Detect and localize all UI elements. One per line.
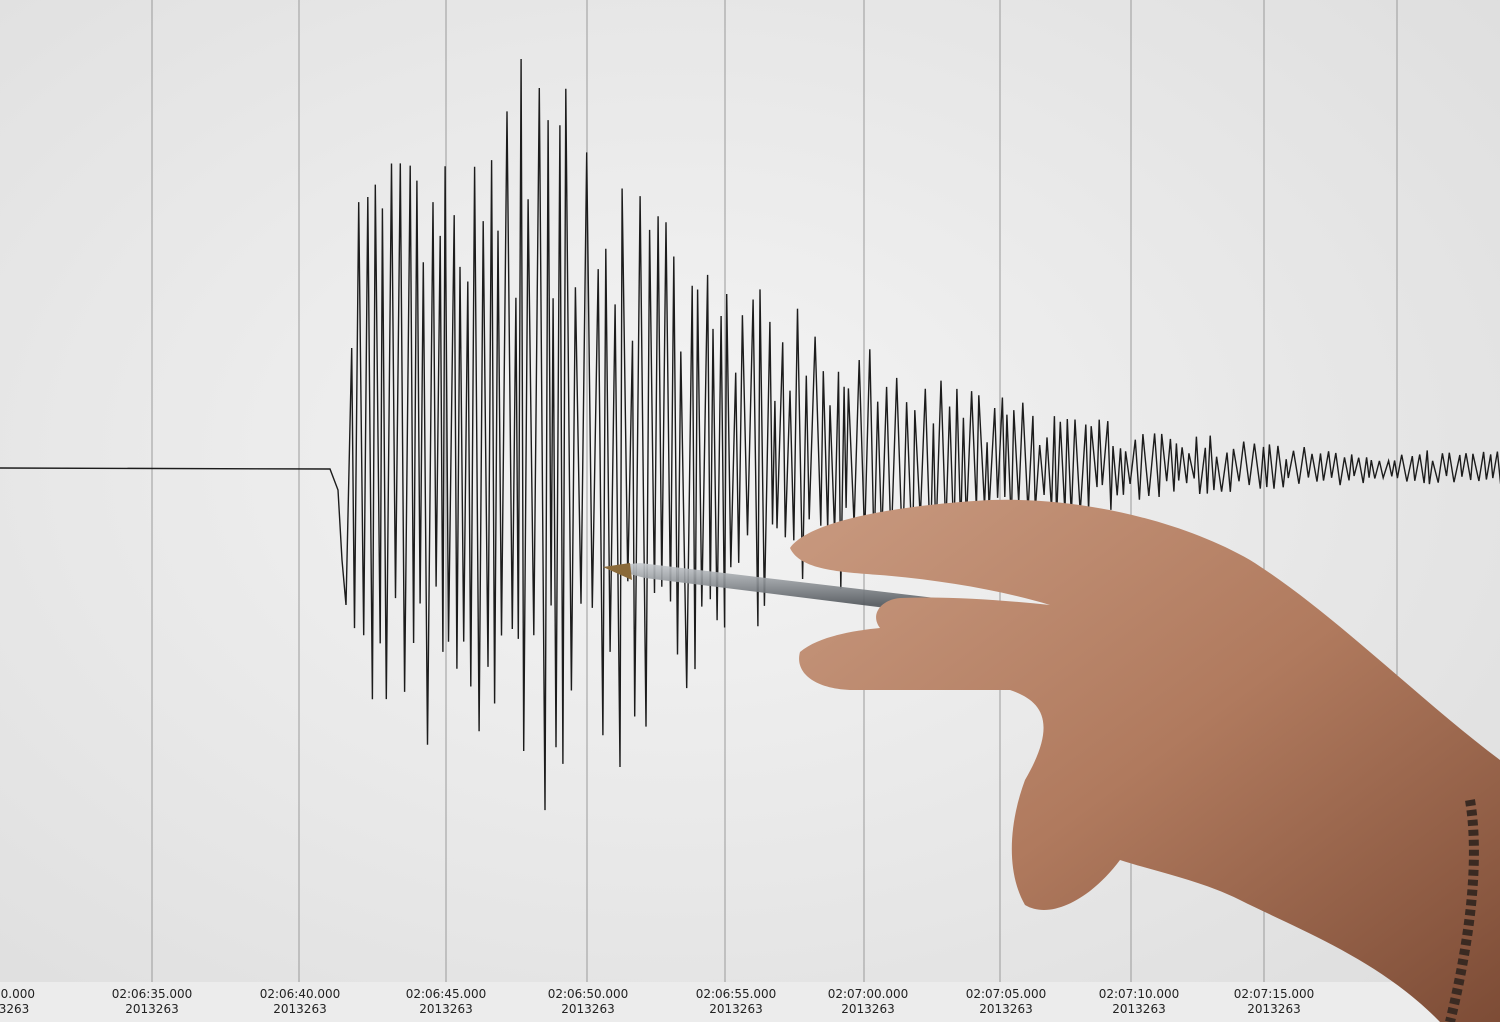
time-label: 02:06:35.000 [112, 987, 193, 1001]
day-label: 2013263 [419, 1002, 472, 1016]
time-label: 02:06:55.000 [696, 987, 777, 1001]
day-label: 2013263 [125, 1002, 178, 1016]
day-label: 3263 [0, 1002, 29, 1016]
day-label: 2013263 [841, 1002, 894, 1016]
time-label: 02:07:00.000 [828, 987, 909, 1001]
time-label: 02:07:05.000 [966, 987, 1047, 1001]
pen-tip [603, 563, 632, 580]
time-label: 02:07:10.000 [1099, 987, 1180, 1001]
day-label: 2013263 [979, 1002, 1032, 1016]
time-label: 02:06:40.000 [260, 987, 341, 1001]
time-label: 02:07:15.000 [1234, 987, 1315, 1001]
day-label: 2013263 [709, 1002, 762, 1016]
day-label: 2013263 [561, 1002, 614, 1016]
day-label: 2013263 [1247, 1002, 1300, 1016]
hand [790, 499, 1500, 1022]
hand-with-pen [603, 499, 1500, 1022]
day-label: 2013263 [273, 1002, 326, 1016]
time-label: 02:06:45.000 [406, 987, 487, 1001]
time-strip [0, 982, 1500, 1022]
time-label: 30.000 [0, 987, 35, 1001]
bracelet [1445, 799, 1479, 1022]
time-labels: 30.000326302:06:35.000201326302:06:40.00… [0, 987, 1314, 1016]
day-label: 2013263 [1112, 1002, 1165, 1016]
time-label: 02:06:50.000 [548, 987, 629, 1001]
